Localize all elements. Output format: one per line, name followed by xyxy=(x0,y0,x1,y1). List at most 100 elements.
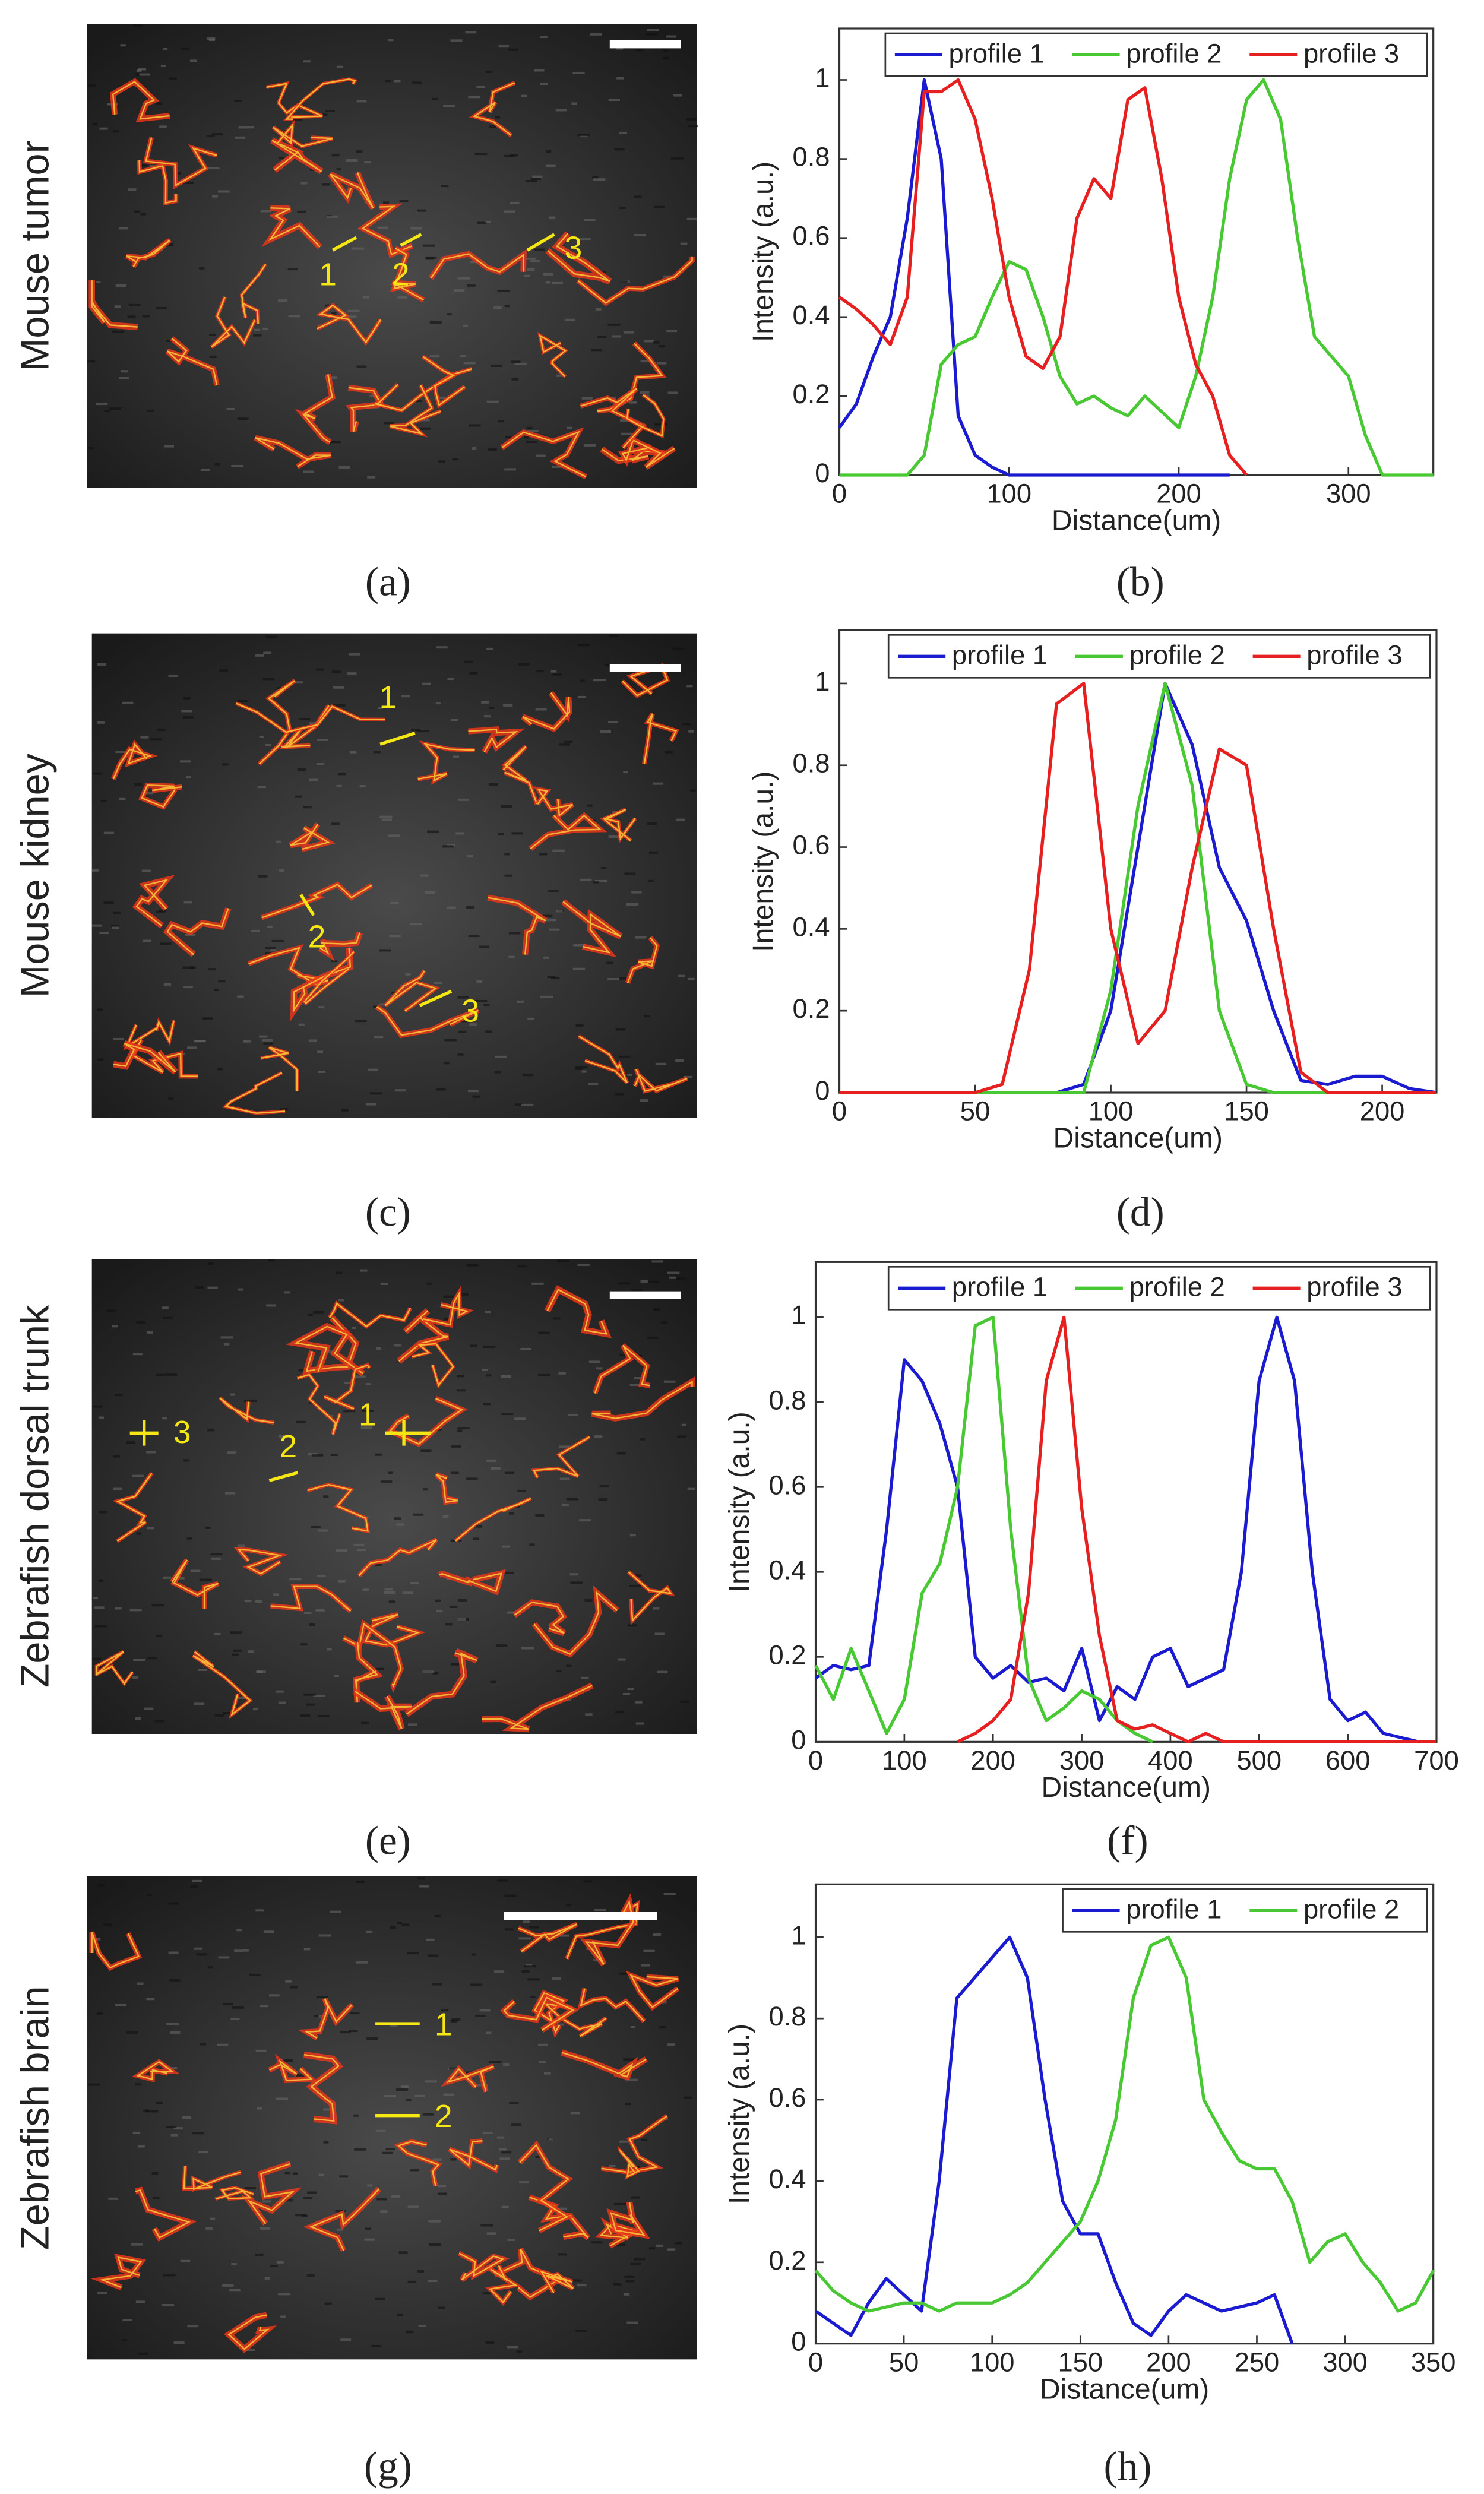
speckle xyxy=(192,1879,202,1882)
x-tick-label: 350 xyxy=(1411,2347,1456,2377)
speckle xyxy=(458,1053,464,1056)
speckle xyxy=(608,835,619,838)
speckle xyxy=(365,1103,376,1106)
speckle xyxy=(468,1090,479,1093)
speckle xyxy=(457,1375,464,1378)
speckle xyxy=(353,1543,365,1546)
speckle xyxy=(364,2238,375,2241)
speckle xyxy=(296,1420,306,1423)
speckle xyxy=(339,2175,349,2178)
vessel-core xyxy=(116,1473,153,1542)
speckle xyxy=(647,822,657,825)
speckle xyxy=(168,1951,179,1954)
speckle xyxy=(436,1609,443,1612)
vessel-core xyxy=(449,2140,498,2171)
speckle xyxy=(156,306,167,309)
speckle xyxy=(311,1454,324,1457)
y-tick-label: 0 xyxy=(791,1724,806,1755)
speckle xyxy=(401,2085,409,2088)
speckle xyxy=(530,260,540,263)
speckle xyxy=(503,2063,510,2066)
speckle xyxy=(337,2228,343,2231)
speckle xyxy=(111,925,119,928)
speckle xyxy=(678,974,685,977)
speckle xyxy=(601,270,606,273)
speckle xyxy=(444,1039,457,1042)
side-label: Mouse tumor xyxy=(14,140,58,371)
x-tick-label: 300 xyxy=(1322,2347,1368,2377)
side-label: Zebrafish dorsal trunk xyxy=(14,1305,58,1688)
speckle xyxy=(511,832,523,835)
speckle xyxy=(469,424,481,427)
speckle xyxy=(318,1006,324,1009)
speckle xyxy=(655,1062,666,1065)
speckle xyxy=(457,996,469,999)
speckle xyxy=(219,669,228,672)
speckle xyxy=(647,29,659,31)
speckle xyxy=(580,878,592,881)
speckle xyxy=(578,644,590,647)
speckle xyxy=(686,217,697,220)
speckle xyxy=(450,1605,458,1608)
profile-marker xyxy=(419,989,453,1007)
speckle xyxy=(619,1055,630,1058)
speckle xyxy=(146,1998,155,2001)
speckle xyxy=(483,1004,490,1007)
speckle xyxy=(680,242,688,245)
speckle xyxy=(537,1373,550,1376)
speckle xyxy=(136,69,142,72)
speckle xyxy=(278,1701,286,1704)
series-line xyxy=(838,78,1230,477)
x-tick-label: 300 xyxy=(1059,1745,1105,1775)
speckle xyxy=(627,1688,634,1691)
speckle xyxy=(98,1416,105,1419)
speckle xyxy=(507,1611,515,1614)
speckle xyxy=(295,681,303,684)
speckle xyxy=(243,1399,257,1402)
speckle xyxy=(631,891,642,894)
speckle xyxy=(609,2164,616,2167)
vessel-core xyxy=(435,1473,458,1504)
speckle xyxy=(634,195,642,198)
speckle xyxy=(577,134,590,137)
speckle xyxy=(429,321,442,324)
vessel-core xyxy=(533,1591,618,1655)
x-tick-label: 0 xyxy=(832,479,847,509)
vessel-core xyxy=(304,1998,353,2039)
speckle xyxy=(103,1923,112,1926)
speckle xyxy=(625,2280,635,2283)
speckle xyxy=(504,1471,514,1474)
speckle xyxy=(195,1286,204,1289)
speckle xyxy=(136,1532,142,1535)
speckle xyxy=(384,1591,396,1594)
vessel-core xyxy=(273,124,333,147)
vessel-core xyxy=(626,394,665,437)
vessel-core xyxy=(376,1006,479,1036)
x-tick-label: 100 xyxy=(1089,1096,1134,1126)
speckle xyxy=(422,244,436,247)
vessel-core xyxy=(626,937,658,983)
speckle xyxy=(411,728,420,731)
speckle xyxy=(619,2140,629,2143)
speckle xyxy=(552,281,564,284)
speckle xyxy=(109,407,121,410)
series-line xyxy=(839,682,1436,1094)
vessel-core xyxy=(269,2059,314,2081)
speckle xyxy=(423,1488,428,1491)
speckle xyxy=(163,983,172,986)
speckle xyxy=(496,2136,505,2139)
speckle xyxy=(237,417,249,420)
speckle xyxy=(322,113,328,116)
image-background xyxy=(87,1876,697,2360)
speckle xyxy=(323,1495,329,1498)
speckle xyxy=(572,71,585,74)
speckle xyxy=(463,362,476,365)
speckle xyxy=(394,1517,401,1520)
speckle xyxy=(689,789,697,792)
speckle xyxy=(316,1996,329,1999)
speckle xyxy=(548,2138,553,2141)
speckle xyxy=(156,910,165,913)
vessel-core xyxy=(297,1373,341,1435)
speckle xyxy=(635,49,644,52)
speckle xyxy=(278,1435,289,1438)
